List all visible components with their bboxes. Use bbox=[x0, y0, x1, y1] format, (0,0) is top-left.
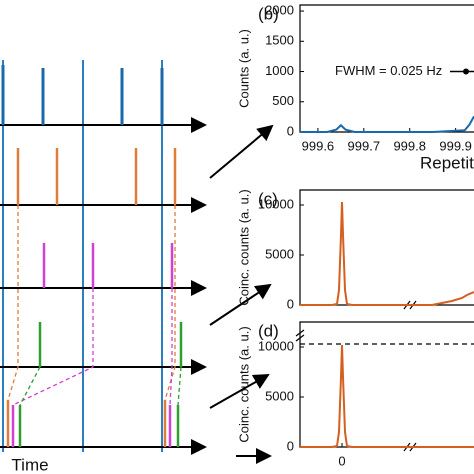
x-tick-label: 999.7 bbox=[348, 138, 381, 153]
panel-label: (d) bbox=[258, 321, 279, 340]
y-tick-label: 1000 bbox=[265, 63, 294, 78]
y-tick-label: 5000 bbox=[265, 388, 294, 403]
annotation-dot bbox=[463, 68, 469, 75]
panel-label: (c) bbox=[258, 189, 278, 208]
data-line bbox=[300, 115, 474, 133]
timing-diagram: Time bbox=[0, 60, 274, 474]
y-axis-label: Counts (a. u.) bbox=[236, 29, 251, 108]
x-tick-label: 0 bbox=[338, 453, 345, 468]
annotation: FWHM = 0.025 Hz bbox=[335, 63, 442, 78]
y-tick-label: 10000 bbox=[258, 196, 294, 211]
y-axis-label: Coinc. counts (a. u.) bbox=[236, 326, 251, 442]
y-tick-label: 0 bbox=[287, 296, 294, 311]
y-tick-label: 2000 bbox=[265, 2, 294, 17]
data-line bbox=[300, 344, 474, 448]
x-tick-label: 999.9 bbox=[439, 138, 472, 153]
y-tick-label: 5000 bbox=[265, 246, 294, 261]
y-tick-label: 0 bbox=[287, 438, 294, 453]
y-tick-label: 500 bbox=[272, 93, 294, 108]
panel-label: (b) bbox=[258, 4, 279, 23]
time-label: Time bbox=[11, 455, 48, 474]
x-axis-label: Repetiti bbox=[420, 153, 474, 172]
x-tick-label: 999.6 bbox=[302, 138, 335, 153]
axes-frame bbox=[299, 321, 474, 448]
x-tick-label: 999.8 bbox=[393, 138, 426, 153]
axis-breaks bbox=[295, 300, 417, 452]
data-line bbox=[300, 201, 474, 306]
y-tick-label: 0 bbox=[287, 123, 294, 138]
y-tick-label: 10000 bbox=[258, 338, 294, 353]
axes-frame bbox=[299, 189, 474, 306]
y-axis-label: Coinc. counts (a. u.) bbox=[236, 189, 251, 305]
y-tick-label: 1500 bbox=[265, 33, 294, 48]
